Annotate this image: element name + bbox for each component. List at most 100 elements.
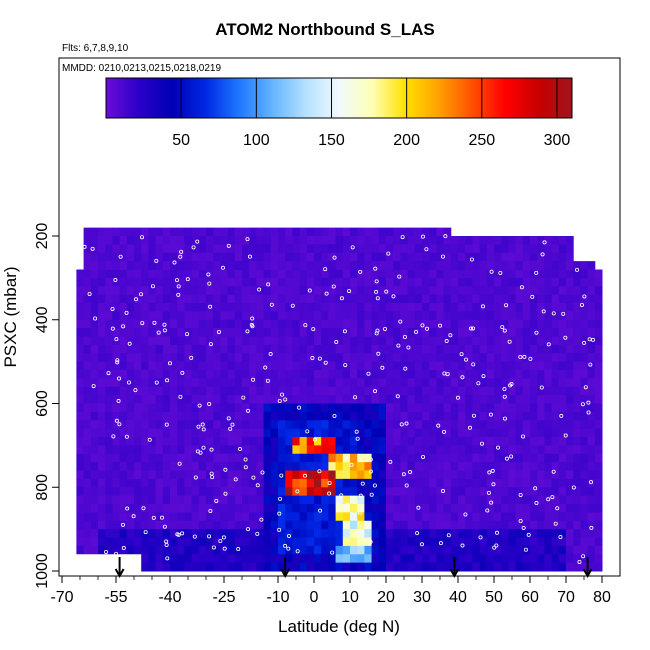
sample-point: [551, 311, 556, 316]
heat-cell: [393, 537, 401, 547]
heat-cell: [371, 562, 380, 572]
heat-cell: [126, 411, 135, 421]
heat-cell: [573, 370, 581, 379]
heat-cell: [155, 495, 164, 505]
heat-cell: [508, 537, 517, 547]
heat-cell: [314, 370, 322, 379]
heat-cell: [479, 504, 488, 513]
heat-cell: [486, 487, 495, 497]
heat-cell: [515, 319, 524, 329]
heat-cell: [314, 328, 322, 337]
sample-point: [93, 316, 98, 321]
heat-cell: [386, 294, 394, 304]
heat-cell: [76, 269, 85, 279]
heat-cell: [256, 386, 265, 396]
heat-cell: [134, 504, 142, 513]
heat-cell: [90, 395, 99, 404]
heat-cell: [278, 428, 286, 438]
sample-point: [246, 527, 251, 532]
heat-cell: [587, 445, 596, 455]
heat-cell: [350, 411, 358, 421]
heat-cell: [494, 269, 502, 279]
heat-cell: [162, 311, 171, 321]
heat-cell: [263, 395, 272, 404]
heat-cell: [213, 445, 221, 455]
heat-cell: [76, 478, 85, 488]
heat-cell: [494, 495, 502, 505]
heat-cell: [234, 453, 243, 463]
heat-cell: [436, 520, 445, 530]
heat-cell: [249, 286, 257, 296]
heat-cell: [292, 403, 301, 413]
sample-point: [114, 418, 119, 423]
heat-cell: [191, 353, 200, 363]
heat-cell: [558, 554, 567, 564]
heat-cell: [558, 311, 567, 321]
sample-point: [540, 252, 545, 257]
heat-cell: [335, 244, 344, 254]
heat-cell: [83, 319, 92, 329]
colorbar-tick-label: 250: [468, 132, 495, 149]
heat-cell: [472, 478, 481, 488]
sample-point: [209, 471, 214, 476]
heat-cell: [422, 261, 430, 270]
heat-cell: [76, 328, 85, 337]
heat-cell: [249, 370, 257, 379]
heat-cell: [170, 395, 178, 404]
heat-cell: [83, 303, 92, 312]
heat-cell: [486, 512, 495, 522]
heat-cell: [191, 303, 200, 312]
heat-cell: [378, 529, 387, 538]
heat-cell: [306, 294, 315, 304]
heat-cell: [263, 261, 272, 270]
heat-cell: [544, 445, 553, 455]
heat-cell: [558, 445, 567, 455]
heat-cell: [414, 227, 423, 237]
heat-cell: [357, 236, 365, 245]
heat-cell: [544, 353, 553, 363]
heat-cell: [162, 319, 171, 329]
heat-cell: [378, 545, 387, 555]
heat-cell: [472, 303, 481, 312]
heat-cell: [335, 537, 344, 547]
heat-cell: [242, 495, 250, 505]
sample-point: [399, 422, 404, 427]
heat-cell: [299, 428, 308, 438]
heat-cell: [429, 252, 437, 262]
heat-cell: [465, 545, 473, 555]
heat-cell: [357, 420, 365, 430]
heat-cell: [256, 344, 265, 354]
sample-point: [357, 510, 362, 515]
heat-cell: [213, 545, 221, 555]
heat-cell: [364, 487, 373, 497]
heat-cell: [162, 478, 171, 488]
sample-point: [236, 547, 241, 552]
heat-cell: [530, 336, 538, 346]
heat-cell: [191, 504, 200, 513]
heat-cell: [321, 269, 329, 279]
heat-cell: [234, 277, 243, 287]
heat-cell: [126, 336, 135, 346]
heat-cell: [472, 294, 481, 304]
sample-point: [115, 358, 120, 363]
sample-point: [494, 543, 499, 548]
heat-cell: [278, 403, 286, 413]
heat-cell: [436, 445, 445, 455]
heat-cell: [465, 236, 473, 245]
heat-cell: [148, 378, 157, 388]
heat-cell: [249, 504, 257, 513]
heat-cell: [400, 386, 409, 396]
heat-cell: [162, 227, 171, 237]
sample-point: [504, 456, 509, 461]
heat-cell: [278, 236, 286, 245]
heat-cell: [465, 269, 473, 279]
heat-cell: [134, 512, 142, 522]
heat-cell: [443, 445, 452, 455]
heat-cell: [299, 353, 308, 363]
heat-cell: [508, 512, 517, 522]
heat-cell: [76, 437, 85, 446]
heat-cell: [256, 378, 265, 388]
heat-cell: [263, 562, 272, 572]
heat-cell: [378, 328, 387, 337]
heat-cell: [551, 370, 560, 379]
